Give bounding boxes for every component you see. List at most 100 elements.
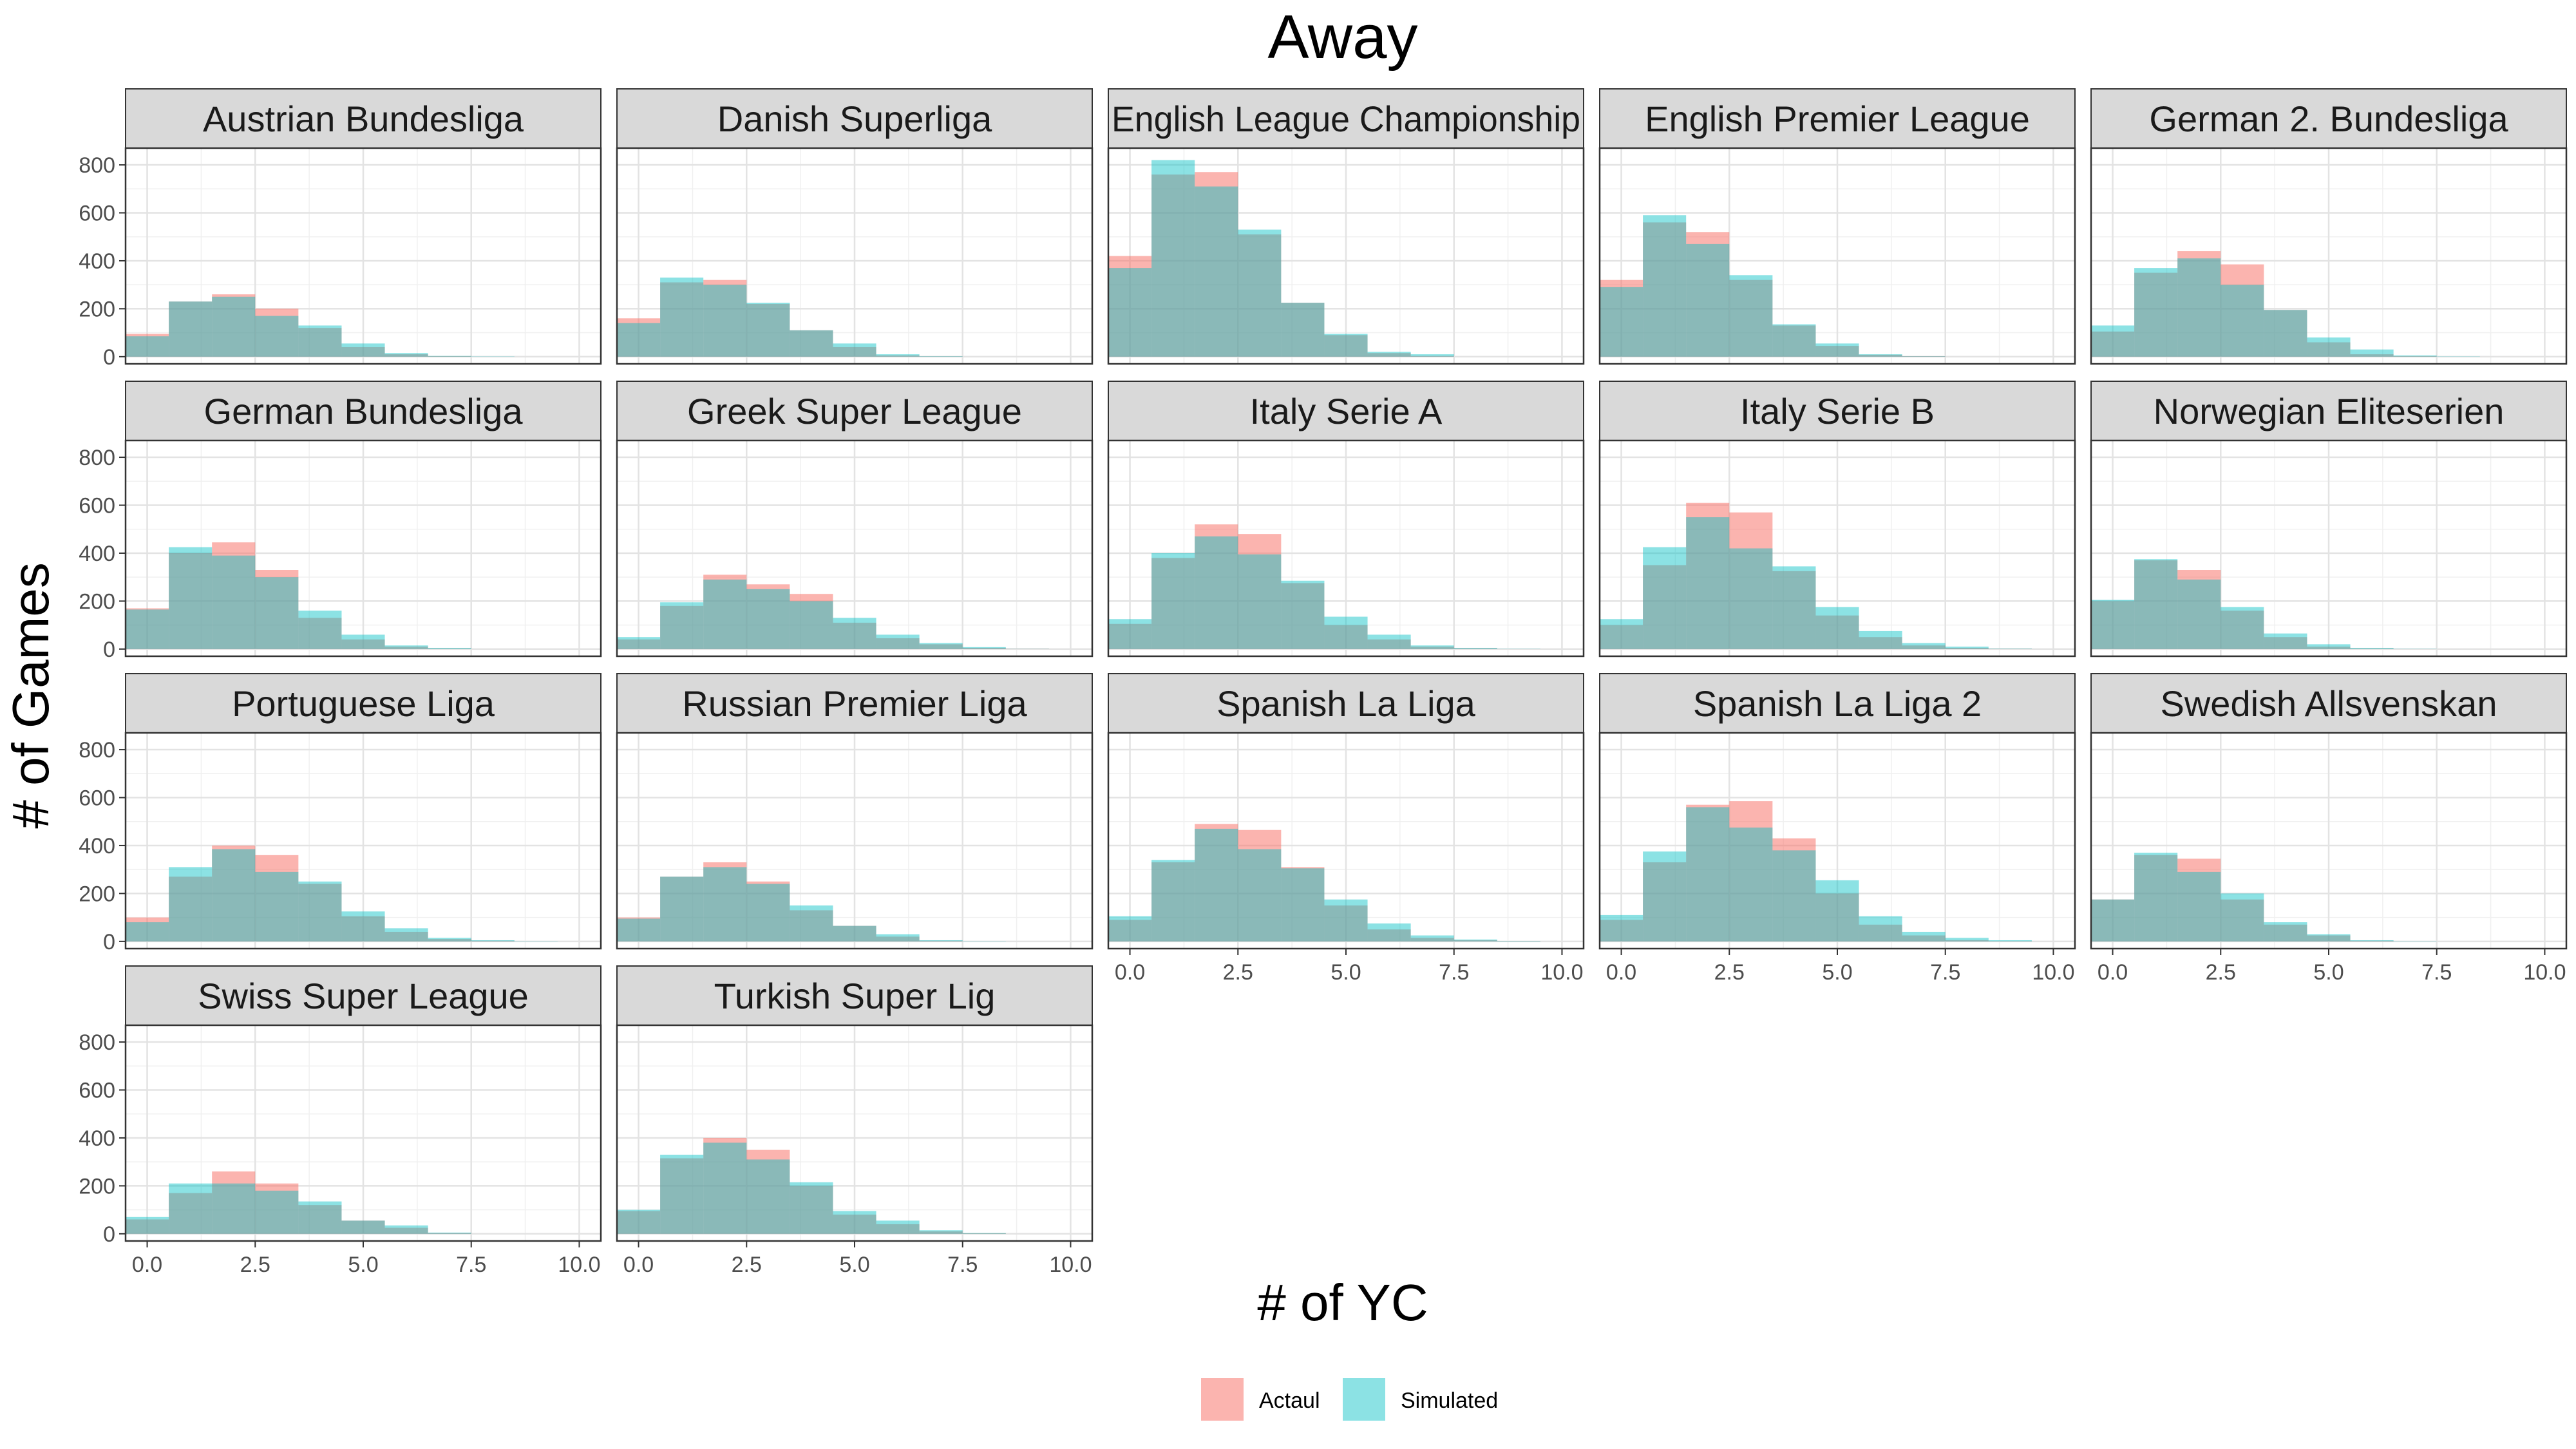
panel-border	[1107, 147, 1585, 365]
bar-simulated	[876, 634, 920, 649]
bar-actual	[1600, 920, 1643, 942]
bar-actual	[169, 1193, 213, 1234]
bar-actual	[2091, 331, 2135, 357]
bar-simulated	[703, 867, 747, 942]
bar-actual	[2264, 924, 2307, 942]
bar-simulated	[1281, 303, 1325, 357]
y-tick-label: 600	[79, 202, 115, 226]
x-tick-label: 5.0	[1331, 960, 1361, 985]
bar-actual	[1772, 571, 1816, 649]
bar-simulated	[660, 602, 704, 649]
bar-actual	[126, 1219, 169, 1234]
bar-actual	[2221, 899, 2264, 942]
x-axis-title: # of YC	[1257, 1274, 1428, 1331]
bar-actual	[703, 1137, 747, 1234]
bar-simulated	[1729, 275, 1773, 357]
bar-actual	[660, 1158, 704, 1234]
facet-panel: Russian Premier Liga	[616, 673, 1094, 950]
facet-panel: English Premier League	[1598, 88, 2076, 365]
bar-actual	[1108, 623, 1152, 649]
panel-border	[1598, 147, 2076, 365]
bar-actual	[1772, 325, 1816, 357]
bar-simulated	[919, 940, 963, 942]
bar-actual	[255, 308, 299, 357]
bar-actual	[1859, 924, 1902, 942]
bar-simulated	[298, 611, 342, 649]
bar-actual	[617, 917, 661, 942]
x-tick-label: 0.0	[2098, 960, 2128, 985]
bar-actual	[2264, 637, 2307, 649]
bar-simulated	[1367, 352, 1411, 357]
bar-actual	[2307, 935, 2351, 942]
bar-simulated	[790, 905, 833, 942]
bar-actual	[746, 584, 790, 649]
bar-simulated	[2264, 633, 2307, 649]
bar-simulated	[1410, 354, 1454, 357]
bar-actual	[1815, 615, 1859, 649]
bar-simulated	[1454, 647, 1497, 649]
bar-simulated	[1151, 860, 1195, 942]
bar-actual	[1902, 645, 1946, 649]
bar-actual	[790, 330, 833, 357]
bar-actual	[876, 638, 920, 649]
bar-simulated	[919, 643, 963, 649]
panel-border	[2090, 439, 2568, 658]
y-tick-label: 600	[79, 1079, 115, 1103]
bar-simulated	[126, 922, 169, 942]
bar-simulated	[1902, 356, 1946, 357]
x-tick-label: 10.0	[558, 1253, 600, 1277]
bar-simulated	[2307, 644, 2351, 649]
bar-simulated	[428, 1232, 471, 1234]
bar-simulated	[298, 881, 342, 942]
bar-simulated	[790, 601, 833, 649]
bar-actual	[212, 845, 256, 942]
bar-simulated	[1108, 619, 1152, 649]
bar-simulated	[126, 1217, 169, 1234]
y-tick-label: 200	[79, 589, 115, 614]
bar-simulated	[1902, 643, 1946, 649]
bar-simulated	[1600, 619, 1643, 649]
y-tick-label: 200	[79, 882, 115, 906]
bar-actual	[298, 618, 342, 649]
bar-actual	[833, 1215, 876, 1234]
bar-actual	[2221, 611, 2264, 649]
y-tick-label: 800	[79, 738, 115, 762]
bar-actual	[1238, 534, 1282, 649]
facet-strip-label: Swiss Super League	[198, 976, 529, 1016]
y-tick-label: 400	[79, 249, 115, 274]
x-tick-label: 10.0	[2032, 960, 2074, 985]
bar-actual	[703, 574, 747, 649]
bar-actual	[1686, 804, 1730, 942]
facet-strip-label: Turkish Super Lig	[714, 976, 996, 1016]
bar-actual	[2177, 570, 2221, 649]
bar-simulated	[790, 330, 833, 357]
bar-actual	[1410, 938, 1454, 942]
bar-simulated	[1859, 630, 1902, 649]
bar-actual	[962, 1233, 1006, 1234]
bar-actual	[1772, 838, 1816, 942]
bar-simulated	[2221, 285, 2264, 357]
panel-border	[1107, 439, 1585, 658]
x-tick-label: 10.0	[1049, 1253, 1092, 1277]
bar-simulated	[1902, 931, 1946, 942]
bar-simulated	[2177, 871, 2221, 942]
facet-strip	[1108, 88, 1584, 149]
facet-panel: German 2. Bundesliga	[2090, 88, 2568, 365]
facet-panel: Danish Superliga	[616, 88, 1094, 365]
bar-actual	[1195, 172, 1238, 357]
facet-strip-label: Norwegian Eliteserien	[2154, 391, 2505, 431]
bar-simulated	[746, 884, 790, 942]
x-tick-label: 10.0	[1540, 960, 1583, 985]
bar-simulated	[876, 1220, 920, 1234]
facet-strip	[616, 381, 1093, 441]
bar-simulated	[1195, 536, 1238, 649]
bar-actual	[1238, 234, 1282, 357]
bar-actual	[169, 553, 213, 649]
bar-actual	[1151, 174, 1195, 357]
bar-actual	[1195, 524, 1238, 649]
bar-simulated	[1729, 828, 1773, 942]
bar-simulated	[341, 634, 385, 649]
bar-simulated	[1324, 334, 1368, 357]
bar-simulated	[1945, 647, 1989, 649]
facet-strip-label: Spanish La Liga	[1217, 683, 1476, 724]
